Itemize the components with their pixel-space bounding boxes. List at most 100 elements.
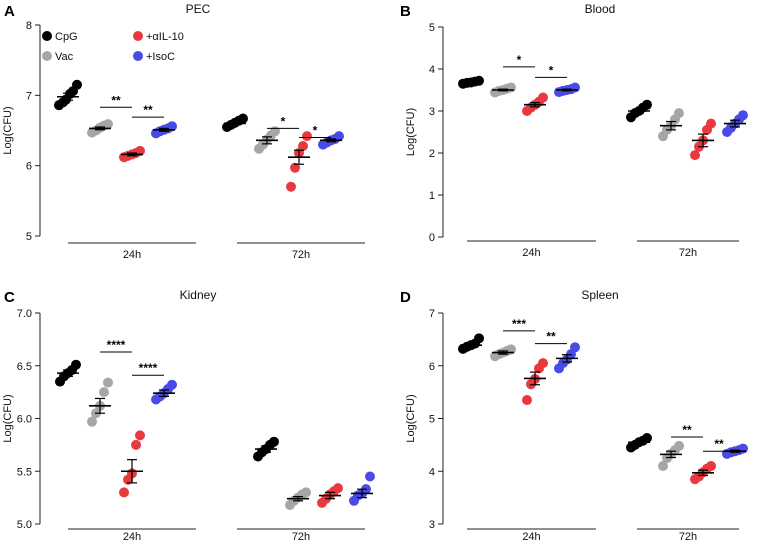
data-point [538, 358, 548, 369]
group-label: 72h [292, 531, 310, 543]
data-point [674, 108, 684, 119]
data-point [270, 126, 280, 137]
significance-label: ** [682, 423, 692, 437]
data-point [642, 99, 652, 110]
chart-blood: 0 1 2 3 4 5 Log(CFU) 24h 72h * * [405, 22, 748, 259]
y-tick-label: 5 [429, 414, 435, 426]
legend-label-cpg: CpG [55, 31, 78, 43]
data-point [690, 150, 700, 161]
y-tick-label: 0 [429, 232, 435, 244]
group-label: 24h [522, 247, 540, 259]
data-point [522, 395, 532, 406]
y-tick-label: 7 [429, 308, 435, 320]
data-point [365, 471, 375, 482]
data-point [334, 131, 344, 142]
data-point [269, 436, 279, 447]
significance-label: *** [512, 317, 526, 331]
y-tick-label: 6 [26, 161, 32, 173]
significance-label: * [517, 53, 522, 67]
group-label: 24h [123, 531, 141, 543]
data-point [71, 359, 81, 370]
y-tick-label: 6.5 [17, 361, 32, 373]
data-point [135, 430, 145, 441]
data-point [119, 487, 129, 498]
panel-title-spleen: Spleen [581, 288, 618, 302]
y-tick-label: 7.0 [17, 308, 32, 320]
data-point [706, 460, 716, 471]
data-point [103, 119, 113, 130]
data-point [167, 379, 177, 390]
group-label: 24h [522, 531, 540, 543]
legend-marker-ail10 [133, 31, 143, 41]
data-point [72, 79, 82, 90]
significance-label: ** [143, 103, 153, 117]
y-axis-label: Log(CFU) [405, 108, 417, 156]
data-point [333, 483, 343, 494]
legend-marker-isoc [133, 51, 143, 61]
data-point [290, 162, 300, 173]
data-point [706, 118, 716, 129]
significance-label: ** [714, 437, 724, 451]
data-point [302, 131, 312, 142]
significance-label: **** [107, 338, 126, 352]
panel-letter-d: D [400, 289, 411, 306]
y-tick-label: 6 [429, 361, 435, 373]
data-point [474, 75, 484, 86]
panel-title-kidney: Kidney [180, 288, 217, 302]
significance-label: ** [111, 93, 121, 107]
data-point [474, 333, 484, 344]
data-point [131, 439, 141, 450]
group-label: 72h [292, 249, 310, 261]
chart-kidney: 5.0 5.5 6.0 6.5 7.0 Log(CFU) 24h 72h **** **** [2, 308, 375, 543]
y-tick-label: 3 [429, 519, 435, 531]
data-point [674, 440, 684, 451]
data-point [658, 460, 668, 471]
y-tick-label: 5 [429, 22, 435, 34]
data-point [642, 433, 652, 444]
data-point [103, 377, 113, 388]
data-point [298, 140, 308, 151]
y-tick-label: 4 [429, 466, 435, 478]
y-tick-label: 8 [26, 20, 32, 32]
legend-marker-cpg [42, 31, 52, 41]
panel-letter-c: C [4, 289, 15, 306]
group-label: 72h [679, 247, 697, 259]
significance-label: **** [139, 361, 158, 375]
data-point [301, 487, 311, 498]
data-point [87, 416, 97, 427]
data-point [135, 145, 145, 156]
y-tick-label: 6.0 [17, 414, 32, 426]
significance-label: * [281, 114, 286, 128]
y-tick-label: 1 [429, 190, 435, 202]
group-label: 72h [679, 531, 697, 543]
legend-label-vac: Vac [55, 51, 74, 63]
significance-label: * [313, 124, 318, 138]
panel-letter-b: B [400, 3, 411, 20]
panel-title-pec: PEC [186, 2, 211, 16]
data-point [99, 387, 109, 398]
legend: CpG Vac +αIL-10 +IsoC [42, 31, 184, 63]
y-axis-label: Log(CFU) [405, 394, 417, 442]
y-tick-label: 3 [429, 106, 435, 118]
data-point [570, 342, 580, 353]
y-axis-label: Log(CFU) [2, 394, 14, 442]
legend-label-isoc: +IsoC [146, 51, 175, 63]
panel-title-blood: Blood [585, 2, 616, 16]
data-point [167, 121, 177, 132]
panel-letter-a: A [4, 3, 15, 20]
legend-marker-vac [42, 51, 52, 61]
y-tick-label: 5 [26, 231, 32, 243]
y-axis-label: Log(CFU) [2, 106, 14, 154]
y-tick-label: 5.0 [17, 519, 32, 531]
data-point [238, 113, 248, 124]
y-tick-label: 5.5 [17, 466, 32, 478]
significance-label: ** [546, 330, 556, 344]
data-point [286, 181, 296, 192]
group-label: 24h [123, 249, 141, 261]
legend-label-ail10: +αIL-10 [146, 31, 184, 43]
y-tick-label: 2 [429, 148, 435, 160]
y-tick-label: 4 [429, 64, 435, 76]
